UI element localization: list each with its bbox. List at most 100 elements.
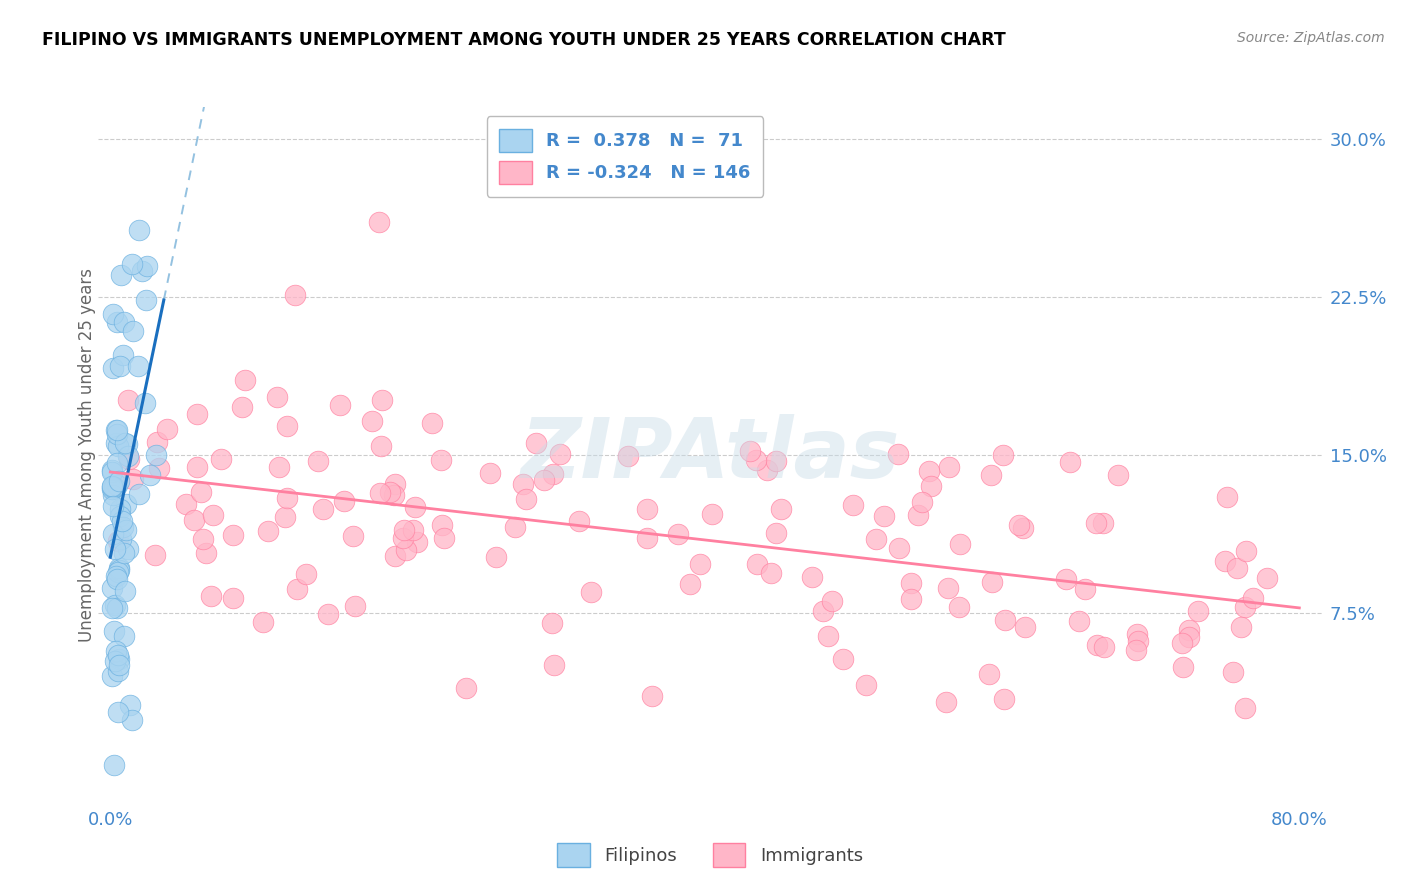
Point (1014, 620, 1036, 634)
Point (865, 532, 887, 546)
Point (146, 434, 169, 449)
Point (121, 256, 143, 270)
Point (273, 510, 295, 524)
Point (1069, 614, 1091, 628)
Point (145, 449, 167, 463)
Point (344, 599, 367, 613)
Point (107, 565, 129, 579)
Point (543, 658, 565, 673)
Point (841, 499, 863, 513)
Point (1241, 591, 1264, 606)
Point (361, 414, 384, 428)
Point (222, 528, 245, 542)
Point (101, 601, 124, 615)
Point (267, 459, 290, 474)
Point (114, 583, 136, 598)
Point (107, 648, 129, 662)
Point (117, 541, 139, 556)
Point (900, 576, 922, 591)
Point (127, 359, 149, 373)
Point (666, 527, 689, 541)
Point (105, 456, 128, 470)
Point (112, 520, 135, 534)
Point (1054, 572, 1077, 586)
Point (128, 223, 150, 237)
Point (938, 460, 960, 475)
Point (991, 449, 1014, 463)
Point (384, 549, 406, 563)
Point (994, 613, 1017, 627)
Point (107, 652, 129, 666)
Point (1234, 700, 1257, 714)
Point (900, 591, 922, 606)
Y-axis label: Unemployment Among Youth under 25 years: Unemployment Among Youth under 25 years (79, 268, 96, 642)
Point (1177, 624, 1199, 638)
Point (981, 574, 1004, 589)
Point (454, 681, 477, 696)
Point (938, 581, 960, 595)
Point (515, 492, 537, 507)
Point (485, 549, 508, 564)
Point (1128, 634, 1150, 648)
Point (832, 652, 855, 666)
Point (112, 349, 135, 363)
Point (636, 502, 658, 516)
Point (115, 437, 138, 451)
Point (105, 315, 128, 329)
Point (252, 615, 274, 629)
Point (1213, 554, 1236, 568)
Point (107, 439, 129, 453)
Point (689, 557, 711, 571)
Point (114, 435, 136, 450)
Point (420, 416, 443, 430)
Point (104, 654, 127, 668)
Point (430, 453, 453, 467)
Point (1173, 659, 1195, 673)
Point (103, 624, 125, 638)
Point (550, 447, 572, 461)
Point (190, 485, 212, 500)
Point (284, 288, 307, 302)
Point (128, 487, 150, 501)
Point (1256, 571, 1278, 585)
Point (1126, 627, 1149, 641)
Point (1059, 455, 1081, 469)
Point (231, 400, 253, 414)
Point (101, 482, 124, 496)
Point (114, 497, 136, 511)
Point (101, 307, 124, 321)
Point (276, 491, 298, 506)
Point (139, 468, 162, 483)
Point (949, 536, 972, 550)
Point (993, 691, 1015, 706)
Point (801, 570, 824, 584)
Point (104, 569, 127, 583)
Point (765, 454, 787, 468)
Point (756, 463, 779, 477)
Point (368, 486, 391, 500)
Point (101, 480, 124, 494)
Point (872, 508, 894, 523)
Point (107, 561, 129, 575)
Point (105, 572, 128, 586)
Point (233, 374, 256, 388)
Point (221, 591, 243, 606)
Point (174, 497, 197, 511)
Point (641, 690, 664, 704)
Point (118, 452, 141, 467)
Point (887, 447, 910, 461)
Point (382, 488, 405, 502)
Point (122, 472, 145, 486)
Point (103, 757, 125, 772)
Point (679, 577, 702, 591)
Point (329, 398, 352, 412)
Point (117, 392, 139, 407)
Point (186, 408, 208, 422)
Point (907, 508, 929, 523)
Point (1187, 604, 1209, 618)
Text: ZIPAtlas: ZIPAtlas (520, 415, 900, 495)
Point (384, 476, 406, 491)
Point (134, 396, 156, 410)
Point (117, 449, 139, 463)
Point (105, 436, 128, 450)
